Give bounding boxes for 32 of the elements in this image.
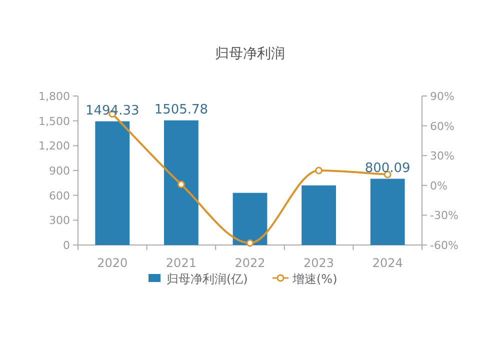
- y-tick-label: 1,800: [38, 90, 70, 103]
- y-tick-label: 600: [49, 189, 70, 202]
- x-tick-label: 2024: [372, 256, 403, 270]
- y2-tick-label: 30%: [430, 150, 454, 163]
- y2-tick-label: -30%: [430, 209, 458, 222]
- bar: [370, 178, 405, 245]
- y-tick-label: 0: [63, 239, 70, 252]
- point: [177, 180, 185, 188]
- x-tick-label: 2021: [166, 256, 196, 270]
- bar: [164, 120, 198, 245]
- x-tick-label: 2020: [97, 256, 128, 270]
- point: [315, 166, 323, 174]
- y2-tick-label: 60%: [430, 120, 454, 133]
- legend-label: 归母净利润(亿): [166, 272, 248, 286]
- data-label: 1505.78: [154, 102, 208, 118]
- chart-title: 归母净利润: [215, 46, 285, 62]
- x-tick-label: 2023: [304, 256, 334, 270]
- bar: [95, 121, 130, 245]
- bar: [232, 192, 268, 245]
- y-tick-label: 1,200: [38, 140, 70, 153]
- y2-tick-label: 0%: [430, 179, 448, 192]
- y2-tick-label: -60%: [430, 239, 458, 252]
- bar: [302, 185, 336, 245]
- y2-tick-label: 90%: [430, 90, 454, 103]
- legend-label: 增速(%): [292, 272, 338, 286]
- data-label: 1494.33: [86, 103, 140, 118]
- y-tick-label: 1,500: [38, 114, 70, 128]
- y-tick-label: 900: [49, 164, 70, 178]
- data-label: 800.09: [364, 160, 410, 176]
- y-tick-label: 300: [49, 214, 70, 228]
- x-tick-label: 2022: [234, 256, 266, 270]
- point: [246, 239, 254, 247]
